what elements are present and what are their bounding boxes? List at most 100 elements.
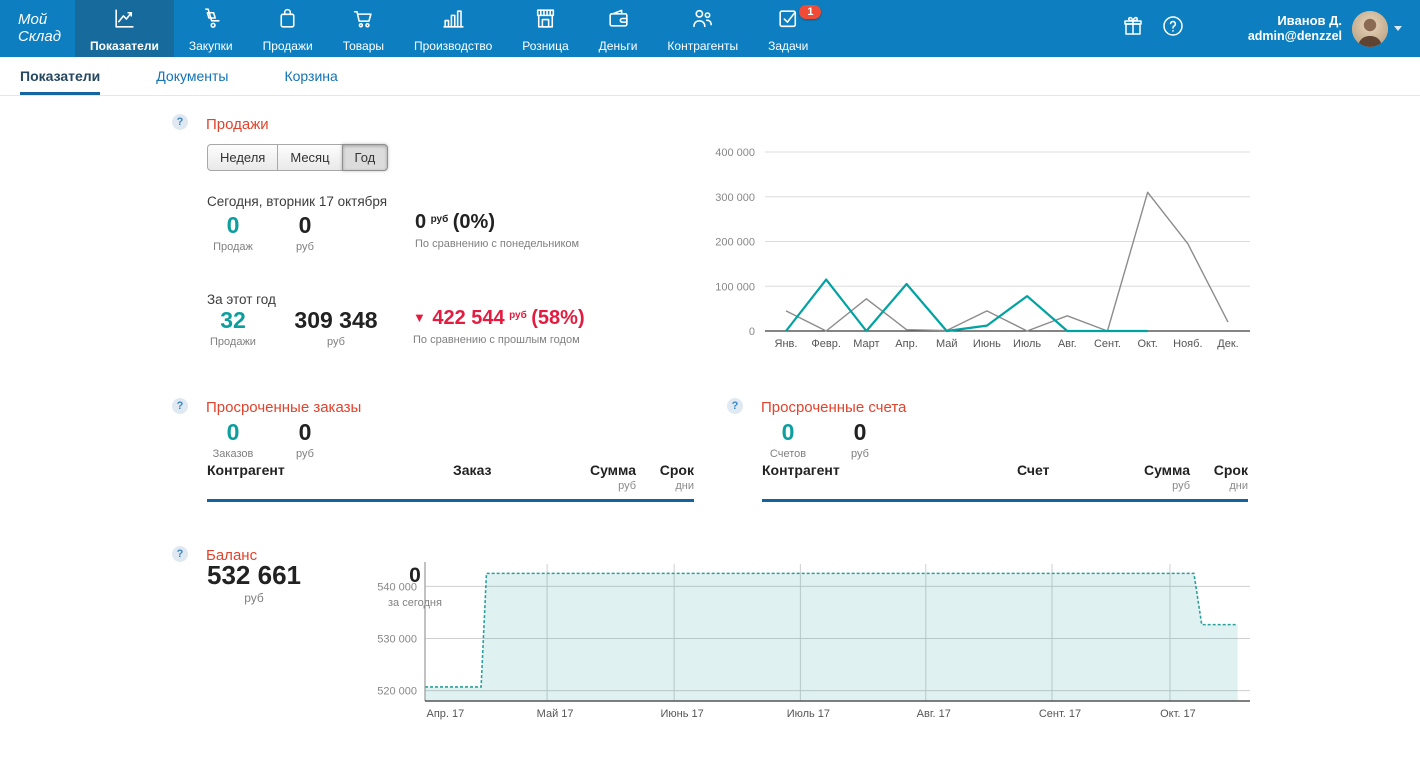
period-year-button[interactable]: Год — [342, 144, 389, 171]
column-header-counterparty[interactable]: Контрагент — [207, 462, 285, 478]
overdue-orders-table: Контрагент Заказ Сумма Срок руб дни — [207, 462, 694, 502]
svg-text:0: 0 — [749, 326, 755, 338]
column-header-sum[interactable]: Сумма — [590, 462, 636, 478]
svg-text:540 000: 540 000 — [377, 581, 417, 593]
stat-value: 0 — [816, 420, 904, 445]
svg-text:Март: Март — [853, 338, 879, 350]
nav-label: Производство — [414, 39, 492, 53]
column-header-term[interactable]: Срок — [1214, 462, 1248, 478]
column-header-invoice[interactable]: Счет — [1017, 462, 1050, 478]
tasks-badge: 1 — [799, 5, 821, 19]
svg-text:400 000: 400 000 — [715, 147, 755, 159]
nav-item-purchases[interactable]: Закупки — [174, 0, 248, 57]
avatar[interactable] — [1352, 11, 1388, 47]
cart-icon — [351, 6, 376, 36]
stat-label: руб — [816, 448, 904, 460]
sales-chart: 0100 000200 000300 000400 000Янв.Февр.Ма… — [705, 140, 1260, 355]
wallet-icon — [606, 6, 631, 36]
overdue-invoices-stats: 0 Счетов 0 руб — [760, 420, 904, 460]
help-icon-overdue-invoices[interactable]: ? — [727, 398, 743, 414]
topbar-right: Иванов Д. admin@denzzel — [1113, 0, 1420, 57]
help-icon-sales[interactable]: ? — [172, 114, 188, 130]
nav-label: Товары — [343, 39, 384, 53]
column-header-sum[interactable]: Сумма — [1144, 462, 1190, 478]
year-sales-amount: 309 348 руб — [261, 308, 411, 348]
logo-line2: Склад — [18, 29, 61, 45]
gift-button[interactable] — [1113, 9, 1153, 49]
help-icon-overdue-orders[interactable]: ? — [172, 398, 188, 414]
nav-item-counterparties[interactable]: Контрагенты — [652, 0, 753, 57]
nav-label: Задачи — [768, 39, 808, 53]
svg-text:Апр.: Апр. — [895, 338, 917, 350]
delta-unit: руб — [509, 310, 527, 321]
chart-line-icon — [112, 6, 137, 36]
nav-item-goods[interactable]: Товары — [328, 0, 399, 57]
overdue-orders-stats: 0 Заказов 0 руб — [205, 420, 349, 460]
year-sales-count: 32 Продажи — [205, 308, 261, 348]
tab-recycle-bin[interactable]: Корзина — [284, 57, 337, 95]
svg-text:300 000: 300 000 — [715, 192, 755, 204]
balance-unit: руб — [207, 591, 301, 605]
svg-text:Окт.: Окт. — [1137, 338, 1157, 350]
triangle-down-icon: ▼ — [413, 310, 426, 325]
svg-text:Май: Май — [936, 338, 958, 350]
tab-documents[interactable]: Документы — [156, 57, 228, 95]
nav-item-indicators[interactable]: Показатели — [75, 0, 174, 57]
overdue-orders-title: Просроченные заказы — [206, 399, 361, 416]
nav-item-sales[interactable]: Продажи — [248, 0, 328, 57]
stat-value: 0 — [261, 213, 349, 238]
help-icon-balance[interactable]: ? — [172, 546, 188, 562]
overdue-invoices-count: 0 Счетов — [760, 420, 816, 460]
column-header-counterparty[interactable]: Контрагент — [762, 462, 840, 478]
nav-label: Деньги — [599, 39, 638, 53]
today-heading: Сегодня, вторник 17 октября — [207, 194, 387, 209]
delta-percent: (58%) — [531, 307, 584, 329]
user-block[interactable]: Иванов Д. admin@denzzel — [1248, 13, 1342, 45]
nav-item-tasks[interactable]: Задачи 1 — [753, 0, 823, 57]
today-sales-count: 0 Продаж — [205, 213, 261, 253]
period-month-button[interactable]: Месяц — [277, 144, 342, 171]
svg-text:Дек.: Дек. — [1217, 338, 1238, 350]
user-email: admin@denzzel — [1248, 29, 1342, 45]
svg-text:Апр. 17: Апр. 17 — [426, 708, 464, 720]
period-week-button[interactable]: Неделя — [207, 144, 278, 171]
help-icon — [1161, 14, 1185, 43]
storefront-icon — [533, 6, 558, 36]
shopping-bag-icon — [275, 6, 300, 36]
balance-value: 532 661 — [207, 562, 301, 589]
stat-label: руб — [261, 336, 411, 348]
app-logo[interactable]: Мой Склад — [0, 0, 75, 57]
column-header-order[interactable]: Заказ — [453, 462, 491, 478]
user-name: Иванов Д. — [1248, 13, 1342, 29]
stat-label: Заказов — [205, 448, 261, 460]
delta-percent: (0%) — [453, 211, 495, 233]
today-sales-amount: 0 руб — [261, 213, 349, 253]
table-rule — [207, 499, 694, 502]
column-header-term[interactable]: Срок — [660, 462, 694, 478]
svg-text:Авг. 17: Авг. 17 — [917, 708, 951, 720]
overdue-invoices-table: Контрагент Счет Сумма Срок руб дни — [762, 462, 1248, 502]
svg-text:100 000: 100 000 — [715, 281, 755, 293]
nav-item-retail[interactable]: Розница — [507, 0, 583, 57]
nav-item-money[interactable]: Деньги — [584, 0, 653, 57]
help-button[interactable] — [1153, 9, 1193, 49]
svg-text:530 000: 530 000 — [377, 633, 417, 645]
stat-value: 0 — [760, 420, 816, 445]
nav-label: Показатели — [90, 39, 159, 53]
tab-indicators[interactable]: Показатели — [20, 57, 100, 95]
svg-text:Янв.: Янв. — [775, 338, 798, 350]
top-navigation-bar: Мой Склад Показатели Закупки Продажи — [0, 0, 1420, 57]
svg-text:Сент.: Сент. — [1094, 338, 1121, 350]
overdue-invoices-amount: 0 руб — [816, 420, 904, 460]
chevron-down-icon[interactable] — [1394, 26, 1402, 31]
column-subheader-days: дни — [1229, 480, 1248, 492]
stat-value: 0 — [261, 420, 349, 445]
nav-item-production[interactable]: Производство — [399, 0, 507, 57]
nav-label: Розница — [522, 39, 568, 53]
logo-line1: Мой — [18, 12, 61, 28]
column-subheader-rub: руб — [618, 480, 636, 492]
moysklad-dashboard: Мой Склад Показатели Закупки Продажи — [0, 0, 1420, 766]
year-heading: За этот год — [207, 292, 276, 307]
delta-unit: руб — [431, 214, 449, 225]
gift-icon — [1121, 14, 1145, 43]
